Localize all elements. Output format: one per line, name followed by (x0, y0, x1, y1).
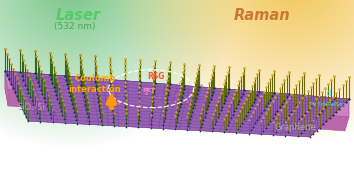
Text: (532 nm): (532 nm) (54, 22, 96, 30)
Text: Raman: Raman (234, 8, 290, 22)
Polygon shape (5, 71, 349, 137)
Text: Td: Td (323, 90, 333, 98)
Text: SiO₂/Si: SiO₂/Si (18, 102, 46, 112)
Text: Coulomb
interaction: Coulomb interaction (69, 74, 121, 94)
Polygon shape (5, 71, 349, 117)
Text: R6G: R6G (147, 72, 165, 81)
Text: T×Td-ReSe₂: T×Td-ReSe₂ (309, 101, 347, 106)
Polygon shape (5, 71, 8, 106)
FancyArrowPatch shape (108, 97, 115, 108)
Text: Laser: Laser (56, 8, 101, 22)
Polygon shape (5, 89, 349, 131)
Text: Graphene: Graphene (274, 122, 316, 132)
Text: PET: PET (143, 88, 156, 93)
